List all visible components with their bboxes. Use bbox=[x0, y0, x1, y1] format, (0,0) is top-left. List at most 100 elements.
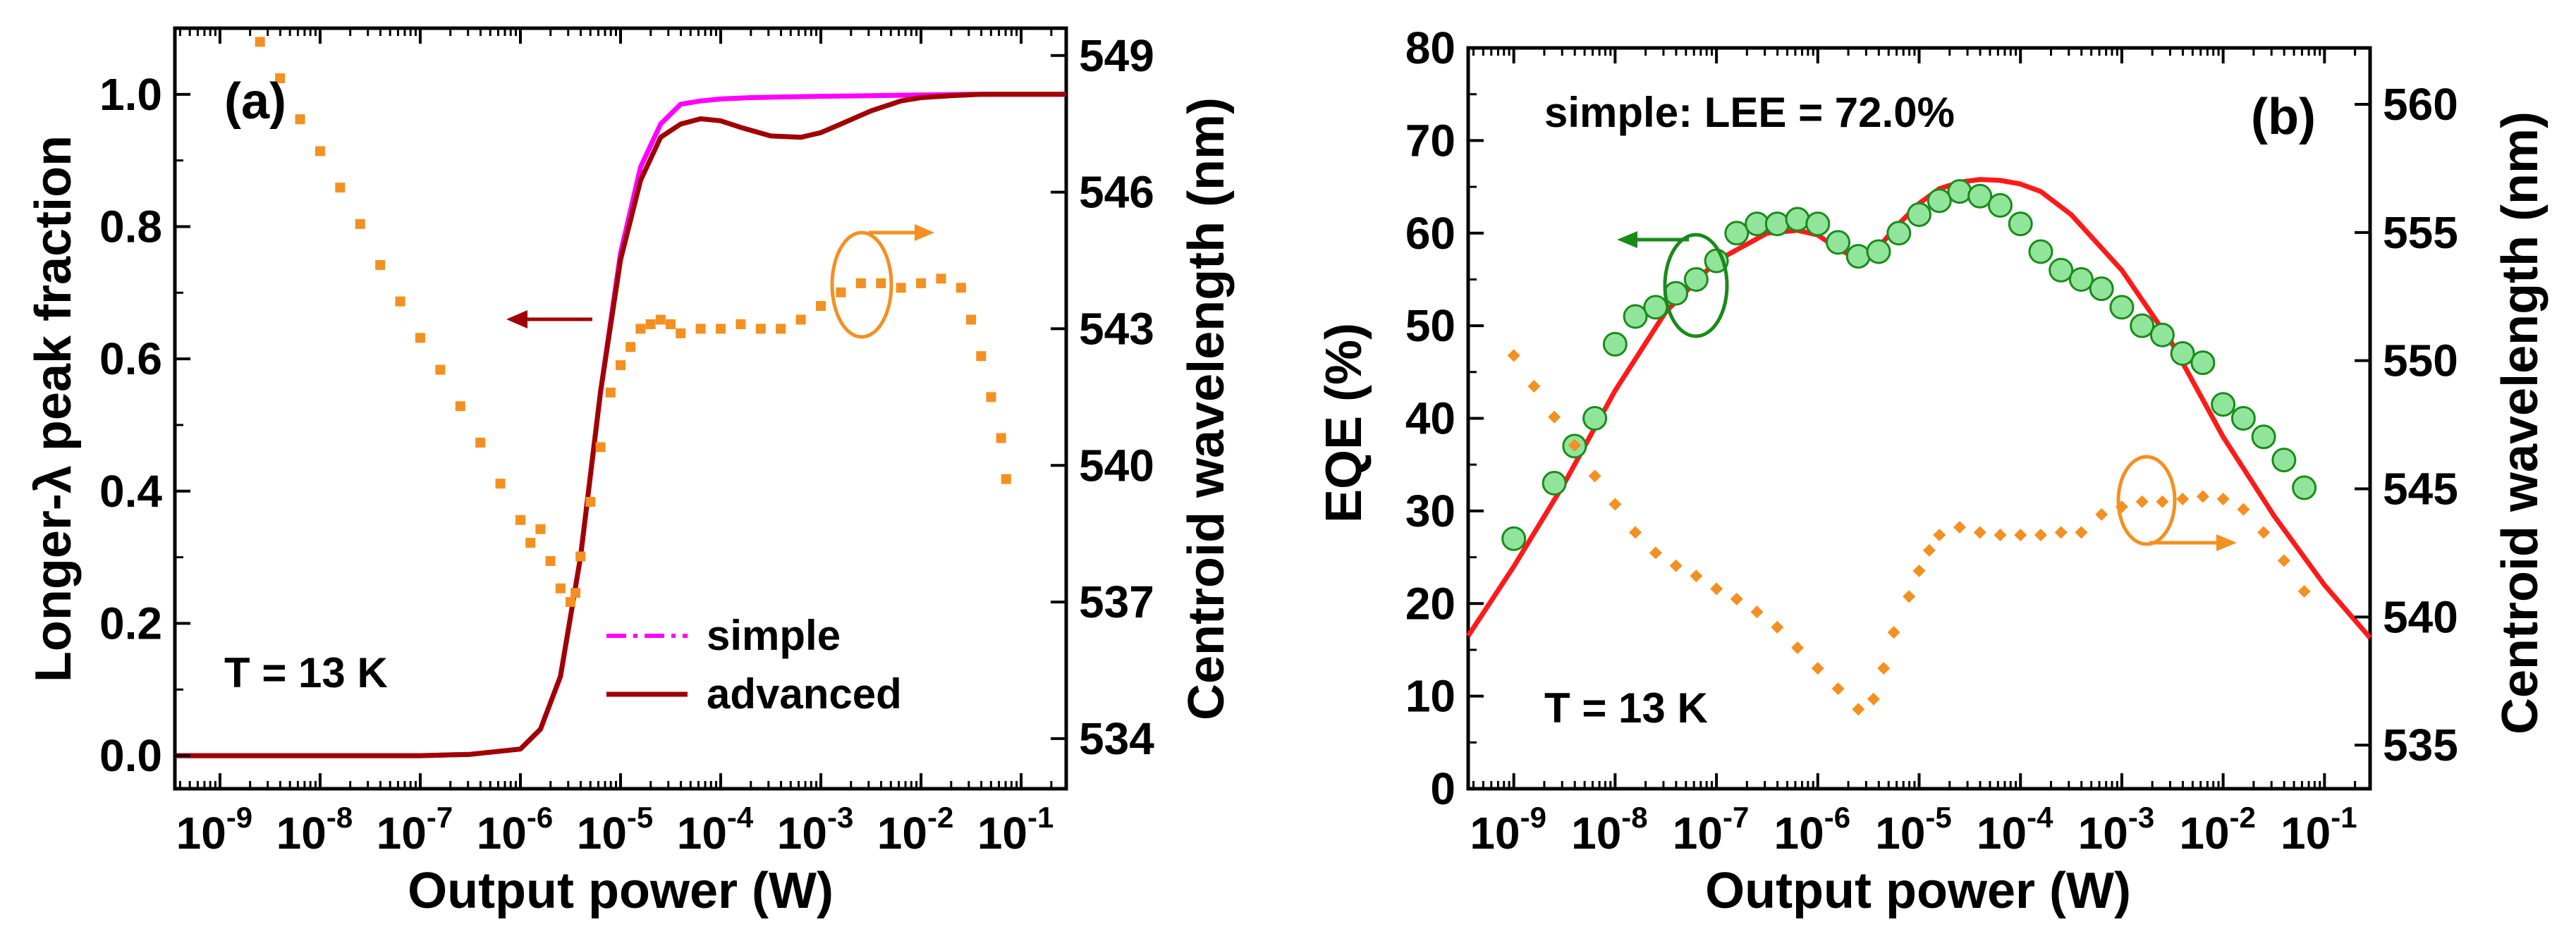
data-point-wavelength bbox=[515, 515, 525, 525]
axis-title-y-left-a: Longer-λ peak fraction bbox=[25, 135, 82, 682]
data-point-eqe bbox=[2028, 239, 2053, 264]
legend-label-advanced: advanced bbox=[707, 670, 902, 718]
data-point-eqe bbox=[1724, 221, 1750, 246]
data-point-wavelength bbox=[1669, 559, 1683, 572]
data-point-wavelength bbox=[495, 479, 506, 489]
y2-tick-label: 545 bbox=[2383, 464, 2458, 515]
data-point-wavelength bbox=[1852, 703, 1865, 716]
data-point-eqe bbox=[2109, 295, 2135, 320]
y-tick-label: 40 bbox=[1405, 393, 1455, 444]
data-point-wavelength bbox=[1994, 528, 2007, 541]
data-point-wavelength bbox=[1867, 692, 1880, 706]
axis-title-y-right-b: Centroid wavelength (nm) bbox=[2492, 111, 2548, 734]
data-point-wavelength bbox=[2075, 526, 2088, 539]
data-point-wavelength bbox=[525, 538, 536, 548]
data-point-wavelength bbox=[1903, 590, 1916, 603]
x-tick-label: 10-7 bbox=[1673, 801, 1750, 859]
data-point-wavelength bbox=[695, 324, 706, 334]
x-tick-label: 10-6 bbox=[1774, 801, 1851, 859]
data-point-wavelength bbox=[555, 583, 566, 593]
data-point-wavelength bbox=[816, 301, 826, 312]
data-point-wavelength bbox=[876, 278, 886, 288]
data-point-eqe bbox=[2211, 392, 2236, 417]
data-point-wavelength bbox=[986, 392, 996, 402]
y-tick-label: 60 bbox=[1405, 208, 1455, 259]
y2-tick-label: 540 bbox=[1079, 440, 1154, 491]
data-point-eqe bbox=[2068, 266, 2094, 292]
data-point-eqe bbox=[1826, 230, 1851, 255]
y-tick-label: 10 bbox=[1405, 671, 1455, 722]
data-point-eqe bbox=[1967, 183, 1993, 209]
data-point-eqe bbox=[1745, 211, 1770, 237]
y2-tick-label: 550 bbox=[2383, 336, 2458, 386]
data-point-wavelength bbox=[335, 183, 346, 193]
data-point-wavelength bbox=[1877, 662, 1891, 675]
data-point-wavelength bbox=[755, 324, 766, 334]
data-point-wavelength bbox=[1771, 620, 1784, 634]
x-tick-label: 10-3 bbox=[777, 801, 854, 859]
y2-tick-label: 540 bbox=[2383, 591, 2458, 642]
data-point-wavelength bbox=[315, 146, 325, 156]
data-point-wavelength bbox=[1811, 662, 1824, 675]
data-point-eqe bbox=[1602, 331, 1628, 357]
y-tick-label: 30 bbox=[1405, 486, 1455, 536]
data-point-wavelength bbox=[2237, 503, 2250, 516]
temperature-annotation-a: T = 13 K bbox=[224, 649, 388, 696]
chart-panel-a: 10-9 10-8 10-7 10-6 10-5 10-4 10-3 10-2 10-1 0.0 0… bbox=[25, 26, 1235, 919]
data-point-wavelength bbox=[605, 387, 616, 398]
data-point-wavelength bbox=[1791, 641, 1805, 654]
data-point-wavelength bbox=[295, 114, 305, 125]
data-point-wavelength bbox=[475, 437, 486, 448]
panel-label-a: (a) bbox=[224, 73, 286, 130]
data-point-eqe bbox=[2170, 341, 2195, 367]
data-point-wavelength bbox=[776, 324, 786, 334]
data-point-wavelength bbox=[435, 364, 446, 375]
y-tick-label: 80 bbox=[1405, 23, 1455, 73]
y2-tick-label: 535 bbox=[2383, 720, 2458, 770]
data-point-eqe bbox=[2008, 211, 2033, 237]
y2-tick-label: 555 bbox=[2383, 207, 2458, 258]
temperature-annotation-b: T = 13 K bbox=[1544, 684, 1708, 732]
data-point-wavelength bbox=[1001, 474, 1011, 484]
data-point-wavelength bbox=[355, 219, 365, 229]
data-point-wavelength bbox=[255, 37, 265, 47]
data-point-eqe bbox=[1886, 221, 1912, 246]
data-point-eqe bbox=[2230, 406, 2256, 431]
data-point-wavelength bbox=[1953, 521, 1966, 534]
y-tick-label: 0.0 bbox=[99, 730, 162, 781]
data-point-wavelength bbox=[936, 273, 946, 284]
data-point-wavelength bbox=[795, 314, 806, 325]
data-point-wavelength bbox=[1527, 380, 1541, 393]
data-point-eqe bbox=[2130, 313, 2155, 338]
x-tick-label: 10-9 bbox=[176, 801, 253, 859]
data-point-wavelength bbox=[666, 319, 676, 329]
data-point-wavelength bbox=[2156, 495, 2169, 508]
x-tick-label: 10-8 bbox=[1571, 801, 1648, 859]
x-tick-label: 10-5 bbox=[1875, 801, 1952, 859]
data-point-eqe bbox=[1582, 406, 1608, 431]
y2-tick-label: 546 bbox=[1079, 167, 1154, 218]
data-point-wavelength bbox=[635, 324, 646, 334]
data-point-wavelength bbox=[1609, 498, 1622, 511]
y-tick-label: 50 bbox=[1405, 300, 1455, 351]
data-point-wavelength bbox=[2054, 526, 2068, 539]
data-point-eqe bbox=[1907, 202, 1931, 227]
data-point-wavelength bbox=[1973, 526, 1986, 539]
data-point-eqe bbox=[2089, 276, 2114, 302]
data-point-wavelength bbox=[655, 314, 666, 325]
data-point-wavelength bbox=[2297, 584, 2311, 598]
data-point-wavelength bbox=[1933, 528, 1946, 541]
data-point-wavelength bbox=[1548, 410, 1561, 424]
data-point-wavelength bbox=[836, 287, 846, 297]
data-point-wavelength bbox=[916, 278, 927, 288]
data-point-wavelength bbox=[1730, 592, 1743, 605]
data-point-eqe bbox=[1927, 188, 1952, 214]
data-point-wavelength bbox=[275, 73, 286, 84]
x-tick-label: 10-4 bbox=[1977, 801, 2053, 859]
y-tick-label: 1.0 bbox=[99, 69, 162, 120]
data-point-wavelength bbox=[855, 278, 866, 288]
x-tick-label: 10-2 bbox=[877, 801, 954, 859]
data-point-wavelength bbox=[2014, 528, 2027, 541]
data-point-wavelength bbox=[1912, 564, 1926, 577]
